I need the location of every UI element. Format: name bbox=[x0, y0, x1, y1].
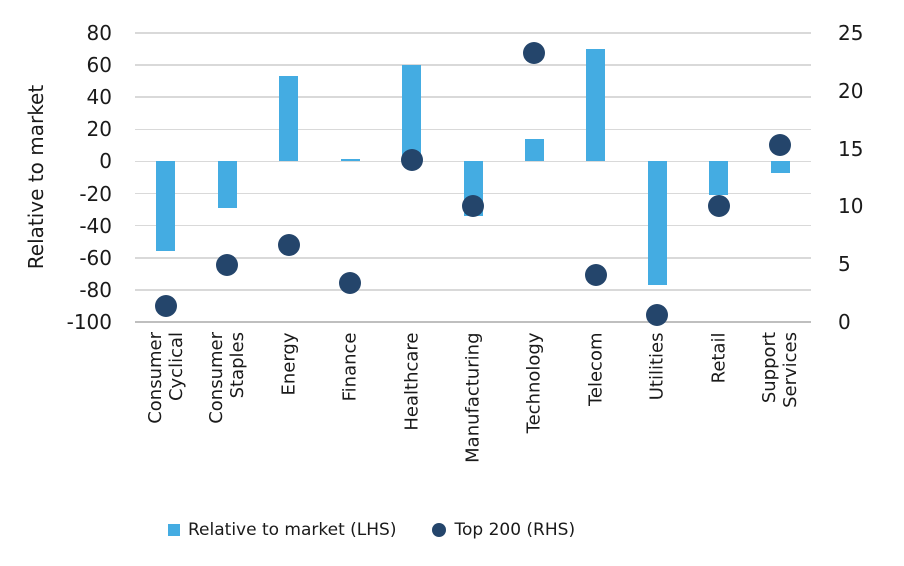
bar-consumer-cyclical bbox=[156, 161, 176, 252]
legend-item-relative-to-market: Relative to market (LHS) bbox=[168, 520, 396, 540]
right-axis-tick-label: 15 bbox=[838, 136, 864, 161]
gridline bbox=[135, 96, 811, 98]
gridline bbox=[135, 224, 811, 227]
category-label-consumer-staples: Consumer Staples bbox=[206, 332, 249, 424]
dot-utilities bbox=[646, 304, 669, 327]
gridline bbox=[135, 289, 811, 291]
right-axis-tick-label: 20 bbox=[838, 78, 864, 103]
right-axis-tick-label: 10 bbox=[838, 194, 864, 219]
category-label-telecom: Telecom bbox=[585, 332, 607, 406]
x-axis-line bbox=[135, 321, 811, 323]
right-axis-tick-label: 25 bbox=[838, 21, 864, 45]
dot-series-swatch-icon bbox=[432, 523, 447, 537]
category-label-manufacturing: Manufacturing bbox=[462, 332, 484, 463]
category-label-finance: Finance bbox=[339, 332, 361, 401]
dot-finance bbox=[339, 271, 362, 294]
bar-healthcare bbox=[402, 65, 422, 162]
right-axis-tick-label: 5 bbox=[838, 252, 851, 277]
bar-energy bbox=[279, 76, 299, 162]
category-label-utilities: Utilities bbox=[646, 332, 668, 400]
bar-series-swatch-icon bbox=[168, 524, 180, 536]
dot-healthcare bbox=[400, 149, 423, 172]
bar-finance bbox=[340, 159, 360, 162]
category-label-healthcare: Healthcare bbox=[401, 332, 423, 431]
legend-item-top-200: Top 200 (RHS) bbox=[432, 520, 575, 540]
left-axis-tick-label: 80 bbox=[86, 21, 112, 45]
category-label-technology: Technology bbox=[523, 332, 545, 433]
legend: Relative to market (LHS) Top 200 (RHS) bbox=[168, 520, 575, 540]
gridline bbox=[135, 64, 811, 66]
left-axis-tick-label: 20 bbox=[86, 117, 112, 142]
dot-manufacturing bbox=[462, 195, 484, 218]
left-axis-tick-label: -80 bbox=[79, 277, 112, 302]
gridline bbox=[135, 128, 811, 131]
dot-consumer-cyclical bbox=[154, 294, 177, 317]
bar-technology bbox=[524, 138, 544, 162]
bar-retail bbox=[709, 161, 729, 196]
left-axis-tick-label: -40 bbox=[79, 213, 112, 238]
left-axis-tick-label: -100 bbox=[66, 310, 112, 334]
bar-support-services bbox=[770, 161, 790, 173]
legend-label-relative-to-market: Relative to market (LHS) bbox=[188, 520, 397, 540]
left-axis-tick-label: -20 bbox=[79, 181, 112, 206]
right-axis-tick-label: 0 bbox=[838, 310, 851, 334]
left-axis-tick-label: -60 bbox=[79, 245, 112, 270]
gridline bbox=[135, 257, 811, 259]
bar-consumer-staples bbox=[217, 161, 237, 208]
dot-consumer-staples bbox=[216, 254, 239, 277]
left-axis-tick-label: 40 bbox=[86, 85, 112, 110]
category-label-energy: Energy bbox=[278, 332, 300, 396]
bar-utilities bbox=[647, 161, 667, 286]
gridline bbox=[135, 32, 811, 34]
legend-label-top-200: Top 200 (RHS) bbox=[454, 520, 576, 540]
dot-energy bbox=[277, 233, 300, 256]
category-label-consumer-cyclical: Consumer Cyclical bbox=[144, 332, 187, 424]
left-axis-tick-label: 0 bbox=[99, 149, 112, 174]
category-label-retail: Retail bbox=[708, 332, 730, 383]
bar-telecom bbox=[586, 49, 606, 162]
dot-technology bbox=[523, 41, 546, 64]
left-axis-tick-label: 60 bbox=[86, 53, 112, 78]
dot-retail bbox=[707, 195, 730, 218]
category-label-support-services: Support Services bbox=[759, 332, 802, 408]
dot-support-services bbox=[769, 134, 792, 157]
dot-telecom bbox=[584, 263, 607, 286]
